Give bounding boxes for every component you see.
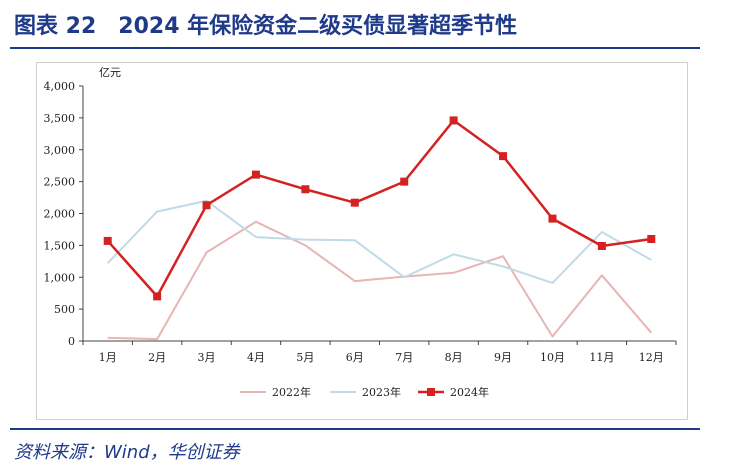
y-unit-label: 亿元 [99,66,121,79]
y-tick-label: 3,500 [44,112,76,125]
series-line-2023年 [106,199,652,284]
y-tick-label: 1,500 [44,239,76,252]
y-tick-label: 500 [54,303,75,316]
series-line-2024年 [106,119,652,298]
legend-label: 2023年 [362,385,401,399]
x-tick-label: 2月 [148,351,166,364]
x-tick-label: 10月 [540,351,565,364]
legend-label: 2022年 [272,385,311,399]
y-tick-label: 4,000 [44,80,76,93]
data-point-2024年-12月 [647,235,656,243]
data-point-2024年-4月 [251,170,260,179]
y-tick-label: 3,000 [44,144,76,157]
x-tick-label: 5月 [296,351,314,364]
x-tick-label: 3月 [198,351,216,364]
data-point-2024年-10月 [548,214,557,223]
series-line-2022年 [107,220,653,341]
data-point-2024年-1月 [103,236,112,245]
data-point-2024年-6月 [350,198,359,207]
x-tick-label: 12月 [639,351,664,364]
chart-title: 图表 22 2024 年保险资金二级买债显著超季节性 [14,14,518,39]
x-tick-label: 11月 [589,351,614,364]
title-underline [10,47,700,49]
x-tick-label: 1月 [99,351,117,364]
y-tick-label: 0 [68,335,75,348]
legend-marker-2024年 [427,388,435,396]
y-tick-label: 2,000 [44,208,76,221]
x-tick-label: 7月 [395,351,413,364]
data-point-2024年-5月 [301,185,310,194]
y-tick-label: 1,000 [44,271,76,284]
data-point-2024年-9月 [499,152,508,161]
data-point-2024年-3月 [202,201,211,210]
data-point-2024年-2月 [153,292,162,301]
x-tick-label: 8月 [445,351,463,364]
data-point-2024年-11月 [597,242,606,251]
data-point-2024年-7月 [400,177,409,186]
x-tick-label: 9月 [494,351,512,364]
data-point-2024年-8月 [449,116,458,125]
source-rule [10,428,700,430]
x-tick-label: 6月 [346,351,364,364]
source-note: 资料来源：Wind，华创证券 [14,442,240,463]
x-tick-label: 4月 [247,351,265,364]
y-tick-label: 2,500 [44,176,76,189]
chart-frame [36,62,688,420]
legend-label: 2024年 [450,385,489,399]
